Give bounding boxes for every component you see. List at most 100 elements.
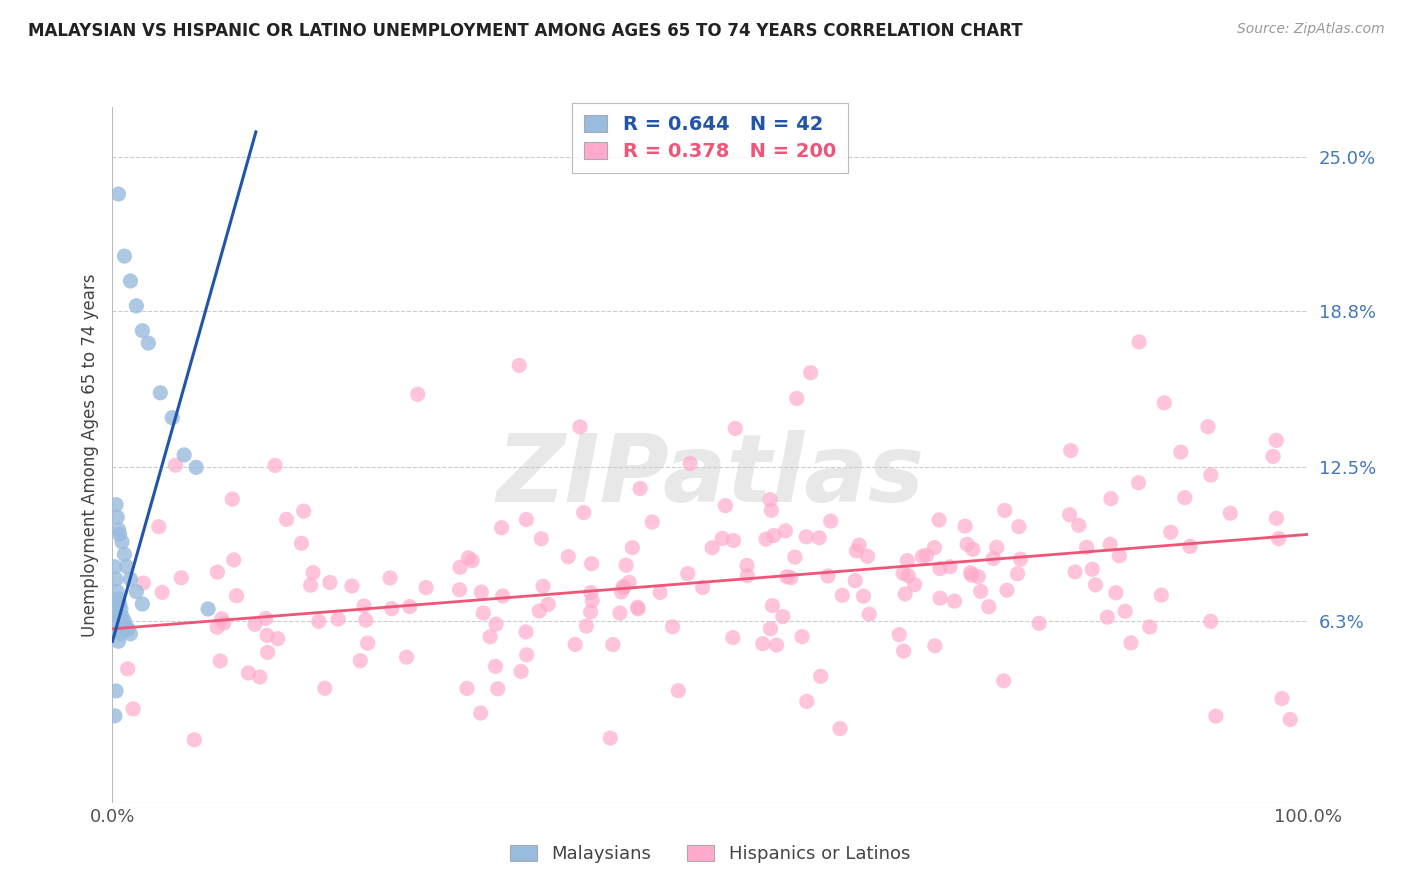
Point bbox=[1265, 434, 1288, 448]
Point bbox=[131, 597, 153, 611]
Point bbox=[1108, 549, 1130, 563]
Point bbox=[105, 510, 128, 524]
Point bbox=[530, 532, 553, 546]
Point bbox=[256, 645, 278, 659]
Point bbox=[858, 607, 880, 622]
Point bbox=[264, 458, 287, 473]
Point bbox=[209, 654, 232, 668]
Point bbox=[111, 609, 134, 624]
Point bbox=[852, 589, 875, 603]
Point bbox=[256, 628, 278, 642]
Point bbox=[967, 569, 990, 583]
Point bbox=[621, 541, 644, 555]
Point bbox=[808, 531, 831, 545]
Point bbox=[122, 702, 145, 716]
Point bbox=[299, 578, 322, 592]
Point bbox=[817, 569, 839, 583]
Point bbox=[896, 553, 918, 567]
Point bbox=[292, 504, 315, 518]
Point bbox=[1170, 445, 1192, 459]
Point bbox=[267, 632, 290, 646]
Point bbox=[1279, 713, 1302, 727]
Point bbox=[1271, 691, 1294, 706]
Point bbox=[1060, 443, 1083, 458]
Point bbox=[759, 622, 782, 636]
Point bbox=[666, 683, 689, 698]
Point bbox=[302, 566, 325, 580]
Point bbox=[238, 666, 260, 681]
Point bbox=[249, 670, 271, 684]
Point bbox=[1076, 541, 1098, 555]
Point bbox=[105, 572, 128, 586]
Point bbox=[962, 542, 984, 557]
Point bbox=[692, 581, 714, 595]
Point bbox=[205, 620, 228, 634]
Point bbox=[981, 551, 1004, 566]
Point bbox=[120, 627, 142, 641]
Point bbox=[531, 579, 554, 593]
Point bbox=[1084, 578, 1107, 592]
Point bbox=[794, 530, 817, 544]
Point bbox=[893, 644, 915, 658]
Point bbox=[211, 612, 233, 626]
Text: ZIPatlas: ZIPatlas bbox=[496, 430, 924, 522]
Point bbox=[1105, 586, 1128, 600]
Point bbox=[1059, 508, 1081, 522]
Point bbox=[564, 638, 586, 652]
Point bbox=[904, 577, 927, 591]
Point bbox=[915, 549, 938, 563]
Point bbox=[1265, 511, 1288, 525]
Point bbox=[1067, 518, 1090, 533]
Point bbox=[110, 602, 132, 616]
Point bbox=[105, 584, 128, 599]
Point bbox=[107, 187, 129, 202]
Point bbox=[1261, 450, 1284, 464]
Point bbox=[790, 630, 813, 644]
Point bbox=[378, 571, 401, 585]
Point bbox=[114, 249, 135, 263]
Point bbox=[1174, 491, 1197, 505]
Point bbox=[105, 622, 128, 636]
Point bbox=[856, 549, 879, 564]
Point bbox=[148, 519, 170, 533]
Point bbox=[449, 560, 471, 574]
Point bbox=[212, 616, 235, 631]
Point bbox=[314, 681, 336, 696]
Point bbox=[844, 574, 866, 588]
Point bbox=[641, 515, 664, 529]
Point bbox=[572, 506, 595, 520]
Point bbox=[108, 527, 131, 541]
Point bbox=[1099, 491, 1122, 506]
Point bbox=[848, 538, 870, 552]
Point bbox=[1028, 616, 1050, 631]
Point bbox=[610, 585, 633, 599]
Point bbox=[779, 571, 801, 585]
Point bbox=[676, 566, 699, 581]
Point bbox=[165, 458, 187, 473]
Point bbox=[783, 550, 806, 565]
Point bbox=[959, 566, 981, 580]
Point bbox=[479, 630, 502, 644]
Point bbox=[924, 541, 946, 555]
Point bbox=[110, 627, 132, 641]
Point bbox=[395, 650, 418, 665]
Point bbox=[702, 541, 724, 555]
Point bbox=[1197, 419, 1219, 434]
Point bbox=[831, 588, 853, 602]
Point bbox=[1064, 565, 1087, 579]
Point bbox=[529, 604, 551, 618]
Point bbox=[1081, 562, 1104, 576]
Point bbox=[575, 619, 598, 633]
Point bbox=[800, 366, 823, 380]
Point bbox=[894, 587, 917, 601]
Point bbox=[986, 541, 1008, 555]
Point bbox=[891, 566, 914, 581]
Point bbox=[889, 628, 911, 642]
Y-axis label: Unemployment Among Ages 65 to 74 years: Unemployment Among Ages 65 to 74 years bbox=[80, 273, 98, 637]
Point bbox=[627, 601, 650, 615]
Point bbox=[354, 613, 377, 627]
Point bbox=[711, 532, 734, 546]
Point bbox=[117, 622, 139, 636]
Point bbox=[510, 665, 533, 679]
Point bbox=[515, 624, 537, 639]
